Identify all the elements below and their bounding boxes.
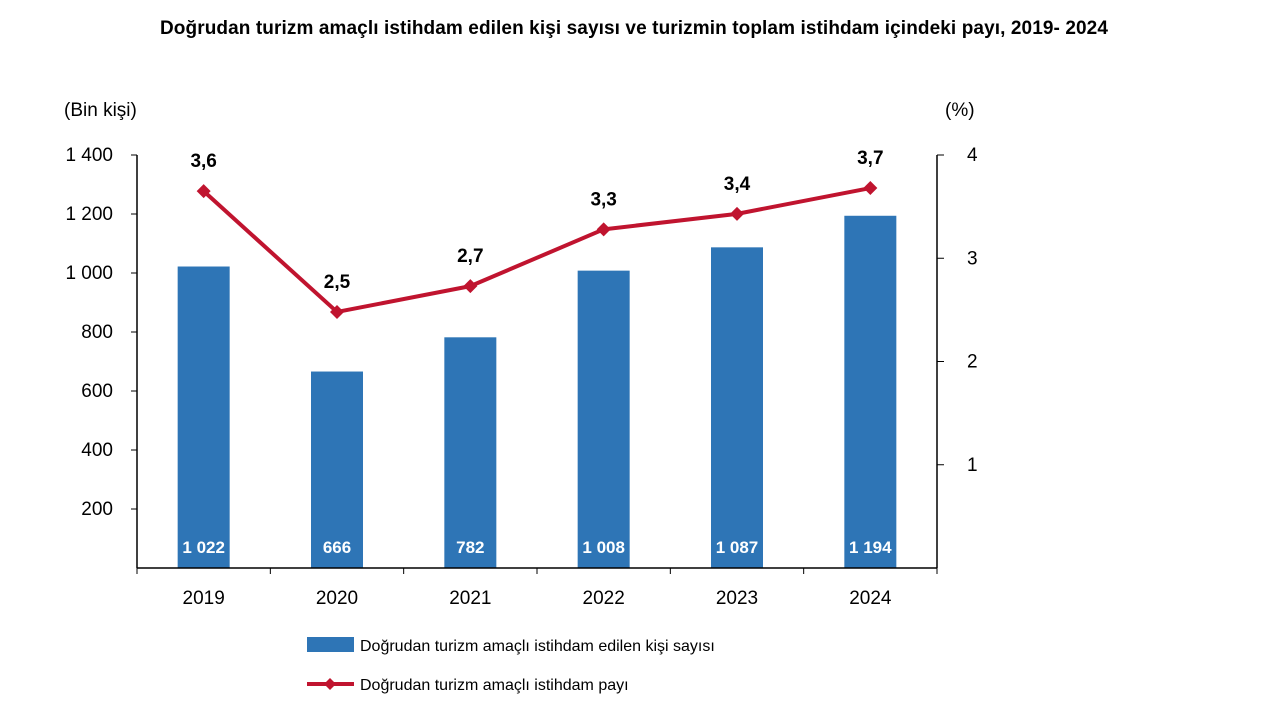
line-point-2019 bbox=[196, 184, 211, 199]
left-tick-label: 400 bbox=[81, 440, 113, 461]
right-axis-unit: (%) bbox=[945, 100, 975, 121]
left-tick-label: 1 200 bbox=[65, 204, 113, 225]
bar-value-label: 1 008 bbox=[582, 538, 625, 557]
line-value-label: 3,7 bbox=[857, 148, 883, 169]
line-series-share bbox=[202, 186, 871, 314]
left-tick-label: 1 000 bbox=[65, 263, 113, 284]
legend-line-marker bbox=[324, 678, 336, 690]
line-point-2022 bbox=[596, 222, 611, 237]
legend-line-label: Doğrudan turizm amaçlı istihdam payı bbox=[360, 677, 629, 694]
right-tick-label: 3 bbox=[967, 248, 978, 269]
line-value-label: 3,6 bbox=[190, 151, 216, 172]
x-tick-label: 2022 bbox=[583, 588, 625, 609]
line-point-2020 bbox=[330, 304, 344, 319]
left-tick-label: 600 bbox=[81, 381, 113, 402]
line-point-2023 bbox=[730, 206, 744, 221]
line-value-label: 3,4 bbox=[724, 174, 751, 195]
legend-bar-label: Doğrudan turizm amaçlı istihdam edilen k… bbox=[360, 638, 715, 655]
axes-layer: 1 400 1 200 1 000 800 600 400 200 4 3 2 1 (Bin kişi… bbox=[64, 100, 978, 609]
line-point-2024 bbox=[863, 181, 878, 196]
legend: Doğrudan turizm amaçlı istihdam edilen k… bbox=[307, 637, 715, 694]
bar-value-label: 1 087 bbox=[716, 538, 759, 557]
x-tick-label: 2019 bbox=[183, 588, 225, 609]
x-tick-label: 2021 bbox=[449, 588, 491, 609]
x-tick-label: 2020 bbox=[316, 588, 358, 609]
line-value-label: 2,5 bbox=[324, 272, 351, 293]
line-point-2021 bbox=[463, 279, 478, 294]
bar-value-label: 1 194 bbox=[849, 538, 892, 557]
bars-layer bbox=[177, 215, 897, 568]
bar-value-label: 782 bbox=[456, 538, 484, 557]
bar-2022 bbox=[577, 270, 630, 568]
chart-title: Doğrudan turizm amaçlı istihdam edilen k… bbox=[159, 18, 1109, 39]
right-tick-label: 2 bbox=[967, 352, 978, 373]
right-tick-label: 4 bbox=[967, 145, 978, 166]
bar-2019 bbox=[177, 266, 230, 568]
left-tick-label: 800 bbox=[81, 322, 113, 343]
labels-layer: 1 022 666 782 1 008 1 087 1 194 3,6 2,5 2,7 3,3 3,… bbox=[182, 148, 892, 557]
bar-2024 bbox=[844, 215, 897, 568]
legend-bar-swatch bbox=[307, 637, 354, 652]
x-tick-label: 2023 bbox=[716, 588, 758, 609]
bar-2021 bbox=[444, 337, 497, 568]
bar-value-label: 666 bbox=[323, 538, 351, 557]
line-value-label: 3,3 bbox=[590, 189, 616, 210]
line-layer bbox=[196, 181, 878, 319]
line-value-label: 2,7 bbox=[457, 246, 483, 267]
x-tick-label: 2024 bbox=[849, 588, 892, 609]
left-axis-unit: (Bin kişi) bbox=[64, 100, 137, 121]
bar-2020 bbox=[311, 371, 363, 568]
right-tick-label: 1 bbox=[967, 455, 978, 476]
bar-value-label: 1 022 bbox=[182, 538, 225, 557]
bar-2023 bbox=[711, 247, 763, 568]
left-tick-label: 200 bbox=[81, 499, 113, 520]
left-tick-label: 1 400 bbox=[65, 145, 113, 166]
